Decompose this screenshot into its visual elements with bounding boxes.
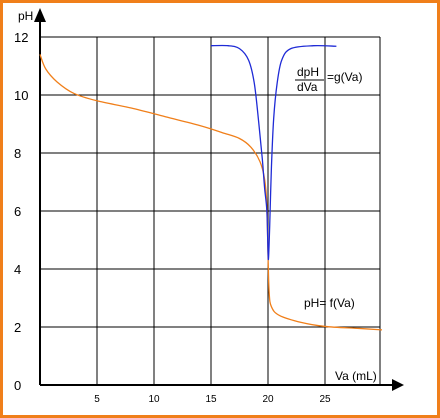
y-axis-title: pH xyxy=(18,9,33,23)
y-tick-label-4: 4 xyxy=(14,262,21,277)
y-tick-label-2: 2 xyxy=(14,320,21,335)
y-tick-label-8: 8 xyxy=(14,146,21,161)
y-tick-label-10: 10 xyxy=(14,88,28,103)
series-line-g xyxy=(210,44,337,261)
y-tick-label-12: 12 xyxy=(14,30,28,45)
y-tick-label-6: 6 xyxy=(14,204,21,219)
x-tick-label-25: 25 xyxy=(319,394,331,405)
x-tick-label-10: 10 xyxy=(148,394,160,405)
x-tick-label-20: 20 xyxy=(262,394,274,405)
annotations: pH Va (mL) dpH dVa =g(Va) pH= f(Va) xyxy=(18,9,377,383)
y-tick-label-0: 0 xyxy=(14,378,21,393)
y-axis-arrow xyxy=(34,8,46,22)
x-tick-label-15: 15 xyxy=(205,394,217,405)
x-axis-title: Va (mL) xyxy=(335,369,377,383)
x-axis-arrow xyxy=(392,379,404,391)
axes xyxy=(34,8,404,391)
f-curve-label: pH= f(Va) xyxy=(304,296,355,310)
grid xyxy=(40,36,381,385)
x-tick-label-5: 5 xyxy=(94,394,100,405)
series-lines xyxy=(39,44,383,331)
derivative-denominator: dVa xyxy=(297,80,318,94)
derivative-numerator: dpH xyxy=(297,65,319,79)
series-line-f xyxy=(39,54,383,331)
derivative-rhs: =g(Va) xyxy=(327,70,362,84)
tick-labels: 0 2 4 6 8 10 12 5 10 15 20 25 xyxy=(14,30,331,405)
